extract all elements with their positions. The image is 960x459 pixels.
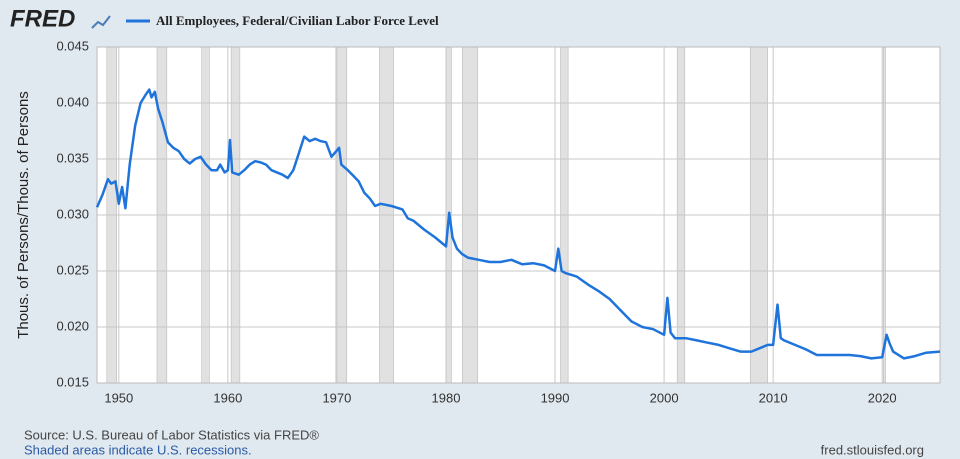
y-tick-label: 0.030 xyxy=(56,206,89,221)
y-tick-label: 0.020 xyxy=(56,318,89,333)
x-tick-label: 1980 xyxy=(432,390,461,405)
x-tick-label: 1970 xyxy=(322,390,351,405)
logo: FRED xyxy=(10,5,75,32)
y-tick-label: 0.025 xyxy=(56,262,89,277)
source: Source: U.S. Bureau of Labor Statistics … xyxy=(24,427,319,442)
x-tick-label: 2010 xyxy=(759,390,788,405)
y-tick-label: 0.035 xyxy=(56,150,89,165)
plot-border xyxy=(96,46,941,384)
legend-label: All Employees, Federal/Civilian Labor Fo… xyxy=(156,13,439,28)
recession-note: Shaded areas indicate U.S. recessions. xyxy=(24,442,252,457)
x-tick-label: 2020 xyxy=(868,390,897,405)
y-tick-label: 0.015 xyxy=(56,374,89,389)
x-tick-label: 1990 xyxy=(541,390,570,405)
site: fred.stlouisfed.org xyxy=(821,442,924,457)
x-tick-label: 1950 xyxy=(104,390,133,405)
y-tick-label: 0.040 xyxy=(56,94,89,109)
x-tick-label: 2000 xyxy=(650,390,679,405)
x-tick-label: 1960 xyxy=(213,390,242,405)
y-axis-label: Thous. of Persons/Thous. of Persons xyxy=(15,91,32,339)
series-line xyxy=(95,88,941,360)
y-tick-label: 0.045 xyxy=(56,38,89,53)
logo-icon xyxy=(91,15,111,29)
